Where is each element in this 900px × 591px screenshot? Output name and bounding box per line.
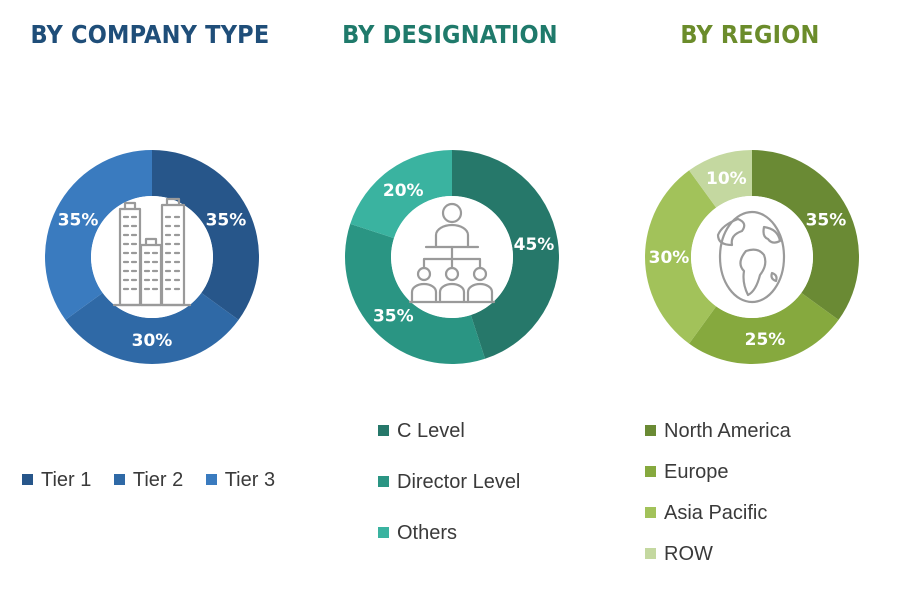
legend-swatch: [645, 548, 656, 559]
company-type-legend: Tier 1 Tier 2 Tier 3: [22, 469, 293, 492]
legend-label: C Level: [397, 420, 465, 442]
value-label: 35%: [373, 307, 414, 327]
value-label: 10%: [706, 169, 747, 189]
legend-label: Tier 1: [41, 469, 92, 491]
value-label: 25%: [745, 330, 786, 350]
legend-swatch: [22, 474, 33, 485]
legend-swatch: [645, 425, 656, 436]
legend-item: C Level: [378, 420, 520, 443]
slice-row: [689, 150, 752, 208]
value-label: 35%: [206, 210, 247, 230]
slice-tier-3: [44, 150, 152, 320]
slice-others: [350, 150, 452, 239]
legend-item: North America: [645, 420, 791, 443]
value-label: 20%: [383, 181, 424, 201]
legend-item: Asia Pacific: [645, 502, 791, 525]
legend-item: Director Level: [378, 471, 520, 494]
value-label: 30%: [132, 331, 173, 351]
designation-panel: BY DESIGNATION 45% 35% 20% C Level Directo…: [300, 0, 600, 591]
donut-hole: [91, 196, 213, 318]
slice-director-level: [345, 223, 486, 364]
slice-north-america: [752, 150, 859, 320]
legend-item: Tier 2: [113, 469, 184, 492]
legend-swatch: [378, 425, 389, 436]
legend-item: Others: [378, 522, 520, 545]
legend-swatch: [205, 474, 217, 485]
legend-swatch: [645, 466, 656, 477]
legend-label: Others: [397, 522, 458, 544]
designation-legend: C Level Director Level Others: [378, 420, 520, 545]
globe-icon: [716, 210, 786, 304]
company-type-donut: 35% 30% 35%: [44, 150, 260, 365]
legend-item: ROW: [645, 543, 791, 566]
legend-label: North America: [664, 420, 791, 442]
legend-item: Europe: [645, 461, 791, 484]
chart-title: BY REGION: [680, 20, 820, 49]
legend-label: Director Level: [397, 471, 521, 493]
legend-swatch: [378, 527, 389, 538]
buildings-icon: [112, 197, 192, 307]
legend-label: Asia Pacific: [664, 502, 768, 524]
slice-asia-pacific: [645, 170, 717, 344]
region-legend: North America Europe Asia Pacific ROW: [645, 420, 791, 566]
legend-label: Tier 2: [132, 469, 184, 491]
slice-tier-2: [65, 292, 239, 365]
legend-label: Tier 3: [224, 469, 276, 491]
legend-item: Tier 1: [22, 469, 91, 492]
slice-europe: [689, 292, 839, 364]
legend-label: Europe: [664, 461, 729, 483]
hierarchy-people-icon: [408, 202, 496, 304]
chart-title: BY COMPANY TYPE: [30, 20, 270, 49]
legend-swatch: [645, 507, 656, 518]
value-label: 30%: [649, 248, 690, 268]
value-label: 35%: [58, 210, 99, 230]
slice-tier-1: [152, 150, 260, 320]
region-donut: 35% 25% 30% 10%: [645, 150, 859, 364]
chart-title: BY DESIGNATION: [342, 20, 558, 49]
legend-item: Tier 3: [205, 469, 276, 492]
designation-donut: 45% 35% 20%: [345, 150, 560, 364]
legend-swatch: [113, 474, 125, 485]
legend-label: ROW: [664, 543, 713, 565]
value-label: 45%: [514, 235, 555, 255]
value-label: 35%: [806, 210, 847, 230]
company-type-panel: BY COMPANY TYPE 35% 30% 35% Tier 1 Tier 2 …: [0, 0, 300, 591]
slice-c-level: [452, 150, 560, 359]
legend-swatch: [378, 476, 389, 487]
region-panel: BY REGION 35% 25% 30% 10% North America Eur…: [600, 0, 900, 591]
donut-hole: [691, 196, 813, 318]
